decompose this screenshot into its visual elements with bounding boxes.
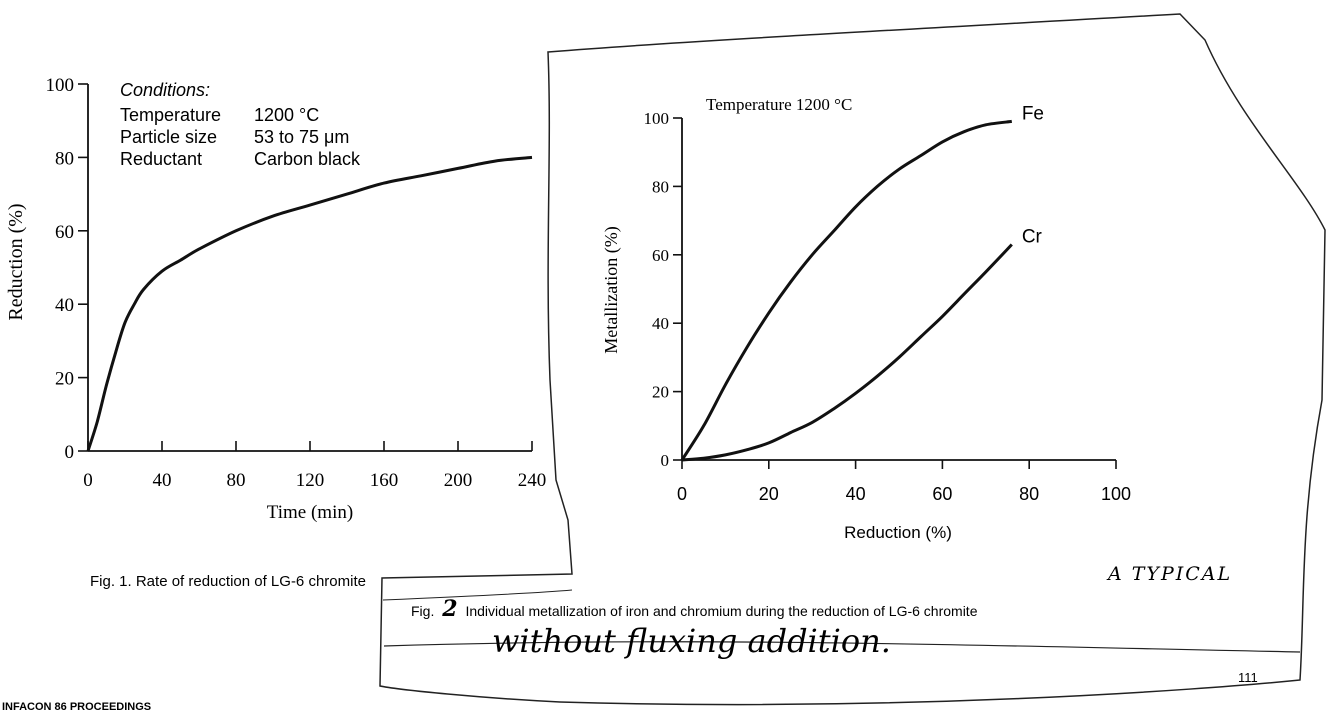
page-number: 111 xyxy=(1238,670,1258,685)
fig1-x-tick-label: 0 xyxy=(83,470,93,491)
annotation-strip-line xyxy=(382,589,573,601)
fig2-x-tick-label: 60 xyxy=(932,484,952,504)
fig2-caption-text: Individual metallization of iron and chr… xyxy=(465,603,977,619)
fig2-caption: Fig. 2 Individual metallization of iron … xyxy=(411,596,978,622)
figure-1: 0 20 40 60 80 100 0 40 80 120 160 200 240 Reduction… xyxy=(5,75,546,590)
paper-outline xyxy=(379,13,1326,706)
condition-value: 1200 °C xyxy=(254,105,319,125)
fig2-title: Temperature 1200 °C xyxy=(706,95,852,114)
handwritten-annotation-bottom: without fluxing addition. xyxy=(492,622,891,660)
fig1-x-tick-label: 240 xyxy=(518,470,547,491)
fig2-x-tick-label: 0 xyxy=(677,484,687,504)
fig2-y-tick-label: 100 xyxy=(644,109,670,128)
fig2-series-label: Fe xyxy=(1022,103,1044,124)
fig1-y-tick-label: 100 xyxy=(46,75,75,96)
fig2-ylabel: Metallization (%) xyxy=(601,226,622,353)
fig2-series-line-fe xyxy=(680,119,1013,461)
condition-label: Reductant xyxy=(120,149,202,169)
fig1-series-line xyxy=(86,155,533,452)
annotation-strip-line xyxy=(383,641,1301,653)
fig1-xlabel: Time (min) xyxy=(267,502,353,523)
fig2-series-line-cr xyxy=(681,243,1013,462)
fig1-y-tick-label: 0 xyxy=(65,442,75,463)
fig2-xlabel: Reduction (%) xyxy=(844,523,952,542)
fig2-caption-prefix: Fig. xyxy=(411,603,434,619)
fig1-ylabel: Reduction (%) xyxy=(5,203,27,320)
fig2-series-label: Cr xyxy=(1022,227,1043,248)
fig2-y-tick-label: 0 xyxy=(661,451,670,470)
fig2-y-tick-label: 40 xyxy=(652,314,669,333)
fig1-x-tick-label: 160 xyxy=(370,470,399,491)
fig2-x-tick-label: 100 xyxy=(1101,484,1131,504)
fig1-y-tick-label: 20 xyxy=(55,369,74,390)
condition-value: Carbon black xyxy=(254,149,361,169)
handwritten-annotation-top: A TYPICAL xyxy=(1106,563,1232,585)
fig1-caption: Fig. 1. Rate of reduction of LG-6 chromi… xyxy=(90,573,366,590)
fig1-x-tick-label: 120 xyxy=(296,470,325,491)
fig1-y-tick-label: 80 xyxy=(55,148,74,169)
fig2-x-tick-label: 80 xyxy=(1019,484,1039,504)
fig2-y-tick-label: 80 xyxy=(652,177,669,196)
fig1-y-tick-label: 60 xyxy=(55,222,74,243)
proceedings-footer: INFACON 86 PROCEEDINGS xyxy=(2,701,151,713)
condition-label: Temperature xyxy=(120,105,221,125)
conditions-heading: Conditions: xyxy=(120,80,210,100)
fig2-y-tick-label: 20 xyxy=(652,383,669,402)
condition-value: 53 to 75 μm xyxy=(254,127,349,147)
fig1-x-tick-label: 40 xyxy=(153,470,172,491)
fig2-y-tick-label: 60 xyxy=(652,246,669,265)
fig2-caption-number: 2 xyxy=(441,596,457,622)
fig1-y-tick-label: 40 xyxy=(55,295,74,316)
figure-2: 0 20 40 60 80 100 0 20 40 60 80 100 Temperature 12… xyxy=(411,95,1232,660)
fig1-x-tick-label: 200 xyxy=(444,470,473,491)
fig1-x-tick-label: 80 xyxy=(227,470,246,491)
fig2-x-tick-label: 20 xyxy=(759,484,779,504)
condition-label: Particle size xyxy=(120,127,217,147)
fig2-x-tick-label: 40 xyxy=(846,484,866,504)
